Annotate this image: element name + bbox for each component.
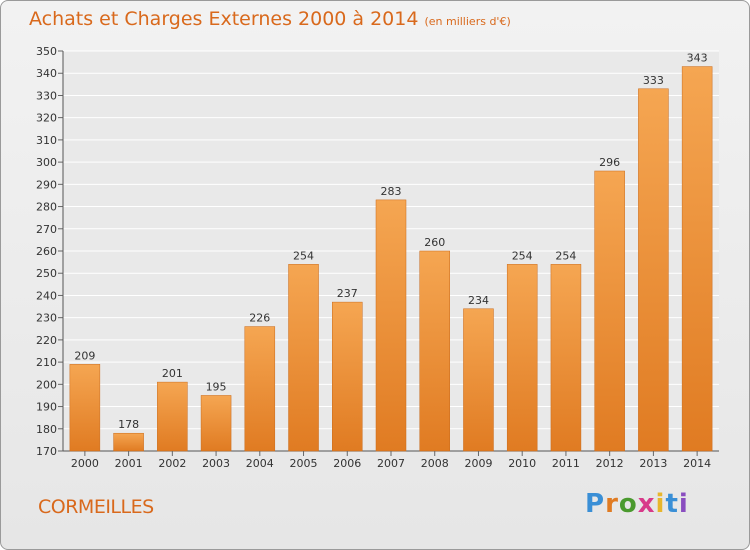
y-tick-label: 210	[36, 356, 57, 369]
bar-value-label: 254	[293, 249, 314, 262]
x-tick-label: 2007	[377, 457, 405, 470]
x-tick-label: 2014	[683, 457, 711, 470]
logo-letter: r	[605, 489, 619, 519]
y-tick-label: 290	[36, 178, 57, 191]
bar-value-label: 178	[118, 418, 139, 431]
logo-letter: x	[637, 489, 656, 519]
x-tick-label: 2006	[333, 457, 361, 470]
bar	[419, 250, 450, 452]
bar-value-label: 254	[555, 249, 576, 262]
bar	[375, 199, 407, 452]
y-tick-label: 330	[36, 89, 57, 102]
bar	[69, 364, 101, 452]
x-tick-label: 2009	[464, 457, 492, 470]
bar	[157, 381, 188, 452]
bar	[550, 264, 582, 452]
bar	[594, 170, 625, 452]
bar	[681, 66, 713, 452]
bar-value-label: 226	[249, 312, 270, 325]
bar	[638, 88, 669, 452]
bar-value-label: 195	[206, 380, 227, 393]
x-tick-label: 2001	[115, 457, 143, 470]
bar-value-label: 296	[599, 156, 620, 169]
y-tick-label: 220	[36, 334, 57, 347]
bar	[332, 301, 363, 452]
y-tick-label: 300	[36, 156, 57, 169]
bar	[244, 326, 276, 452]
bar	[288, 264, 319, 452]
logo-letter: i	[678, 489, 689, 519]
x-tick-label: 2010	[508, 457, 536, 470]
y-tick-label: 350	[36, 45, 57, 58]
logo-letter: P	[585, 489, 606, 519]
bar-value-label: 254	[512, 249, 533, 262]
bar	[113, 432, 144, 452]
bar-value-label: 260	[424, 236, 445, 249]
bar	[506, 264, 538, 452]
y-tick-label: 250	[36, 267, 57, 280]
bar-value-label: 343	[687, 52, 708, 65]
y-tick-label: 240	[36, 289, 57, 302]
y-tick-label: 320	[36, 112, 57, 125]
x-tick-label: 2011	[552, 457, 580, 470]
x-tick-label: 2003	[202, 457, 230, 470]
bar	[463, 308, 494, 452]
y-tick-label: 340	[36, 67, 57, 80]
chart-title-text: Achats et Charges Externes 2000 à 2014	[29, 8, 419, 30]
x-tick-label: 2012	[596, 457, 624, 470]
y-tick-label: 190	[36, 401, 57, 414]
y-tick-label: 170	[36, 445, 57, 458]
bar-value-label: 333	[643, 74, 664, 87]
x-tick-label: 2002	[158, 457, 186, 470]
logo-letter: i	[655, 489, 666, 519]
x-tick-label: 2013	[639, 457, 667, 470]
commune-name: CORMEILLES	[38, 496, 154, 518]
y-tick-label: 180	[36, 423, 57, 436]
bar-value-label: 283	[381, 185, 402, 198]
y-tick-label: 280	[36, 201, 57, 214]
bar-value-label: 209	[74, 349, 95, 362]
x-tick-label: 2000	[71, 457, 99, 470]
bar	[200, 395, 232, 452]
x-tick-label: 2008	[421, 457, 449, 470]
logo-letter: t	[665, 489, 679, 519]
y-tick-label: 230	[36, 312, 57, 325]
bar-value-label: 201	[162, 367, 183, 380]
chart-subtitle: (en milliers d'€)	[424, 15, 511, 28]
y-tick-label: 200	[36, 378, 57, 391]
y-tick-label: 270	[36, 223, 57, 236]
x-tick-label: 2005	[290, 457, 318, 470]
bar-value-label: 234	[468, 294, 489, 307]
proxiti-logo: Proxiti	[585, 489, 689, 519]
logo-letter: o	[618, 489, 638, 519]
bar-value-label: 237	[337, 287, 358, 300]
chart-title: Achats et Charges Externes 2000 à 2014 (e…	[29, 8, 511, 30]
y-tick-label: 310	[36, 134, 57, 147]
x-tick-label: 2004	[246, 457, 274, 470]
y-tick-label: 260	[36, 245, 57, 258]
